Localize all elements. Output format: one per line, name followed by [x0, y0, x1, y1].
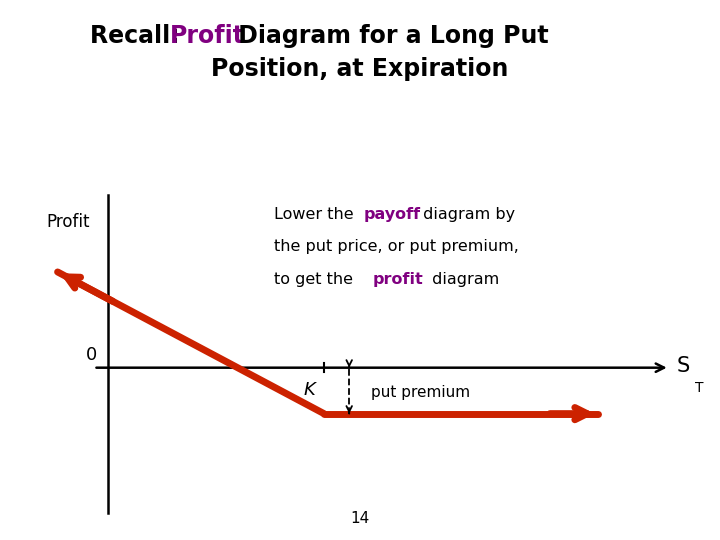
- Text: profit: profit: [373, 272, 423, 287]
- Text: K: K: [304, 381, 315, 399]
- Text: the put price, or put premium,: the put price, or put premium,: [274, 239, 518, 254]
- Text: put premium: put premium: [371, 385, 470, 400]
- Text: Profit: Profit: [47, 213, 90, 231]
- Text: to get the: to get the: [274, 272, 358, 287]
- Text: Lower the: Lower the: [274, 207, 359, 222]
- Text: Position, at Expiration: Position, at Expiration: [211, 57, 509, 80]
- Text: 14: 14: [351, 511, 369, 526]
- Text: Profit: Profit: [170, 24, 245, 48]
- Text: payoff: payoff: [364, 207, 420, 222]
- Text: diagram by: diagram by: [418, 207, 515, 222]
- Text: T: T: [695, 381, 703, 395]
- Text: S: S: [677, 356, 690, 376]
- Text: Recall:: Recall:: [90, 24, 188, 48]
- Text: diagram: diagram: [426, 272, 499, 287]
- Text: Diagram for a Long Put: Diagram for a Long Put: [230, 24, 549, 48]
- Text: 0: 0: [86, 346, 97, 364]
